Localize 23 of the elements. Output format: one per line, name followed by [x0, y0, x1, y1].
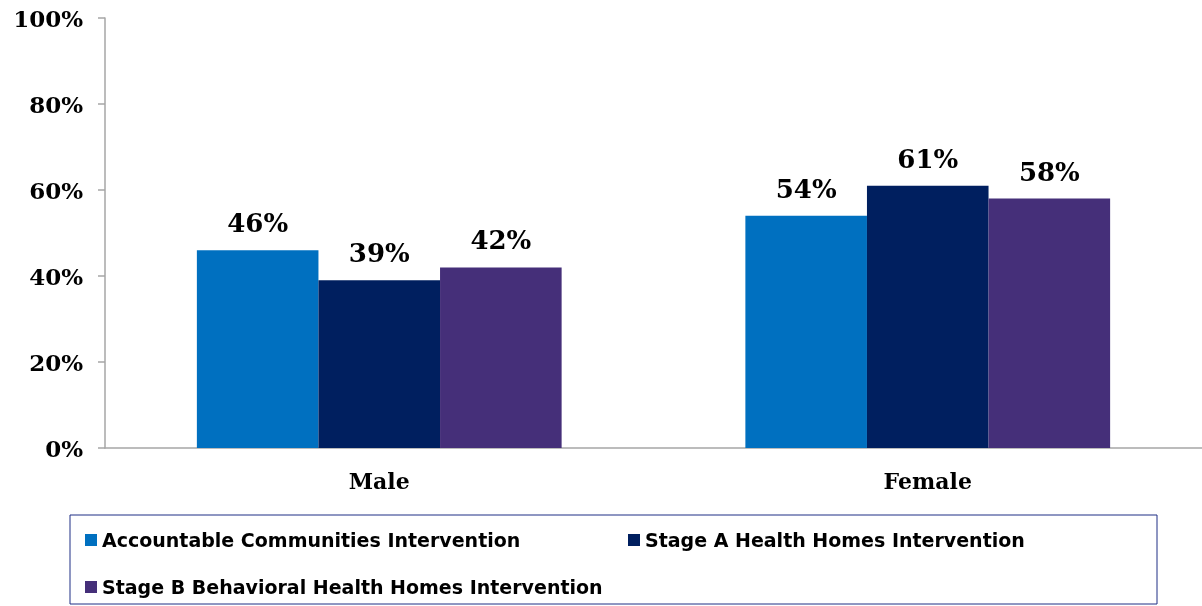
bar: [866, 185, 989, 448]
y-tick-label: 0%: [45, 434, 84, 462]
data-label: 58%: [1018, 156, 1081, 187]
y-tick-label: 80%: [29, 90, 84, 118]
legend-label: Accountable Communities Intervention: [102, 529, 521, 551]
bar: [988, 198, 1111, 448]
data-label: 39%: [348, 238, 410, 269]
y-tick-label: 40%: [29, 262, 84, 290]
legend-label: Stage B Behavioral Health Homes Intervention: [102, 576, 603, 598]
data-label: 46%: [227, 208, 289, 239]
y-tick-label: 60%: [29, 176, 84, 204]
data-label: 54%: [775, 173, 837, 204]
y-tick-label: 20%: [29, 348, 84, 376]
bar: [745, 215, 867, 448]
data-label: 61%: [897, 143, 959, 174]
legend-label: Stage A Health Homes Intervention: [645, 529, 1025, 551]
y-tick-label: 100%: [13, 4, 84, 32]
bar: [440, 267, 562, 448]
bar: [318, 280, 441, 448]
x-tick-label: Male: [348, 468, 410, 494]
x-tick-label: Female: [883, 468, 972, 494]
data-label: 42%: [470, 225, 532, 256]
bar: [196, 250, 319, 448]
